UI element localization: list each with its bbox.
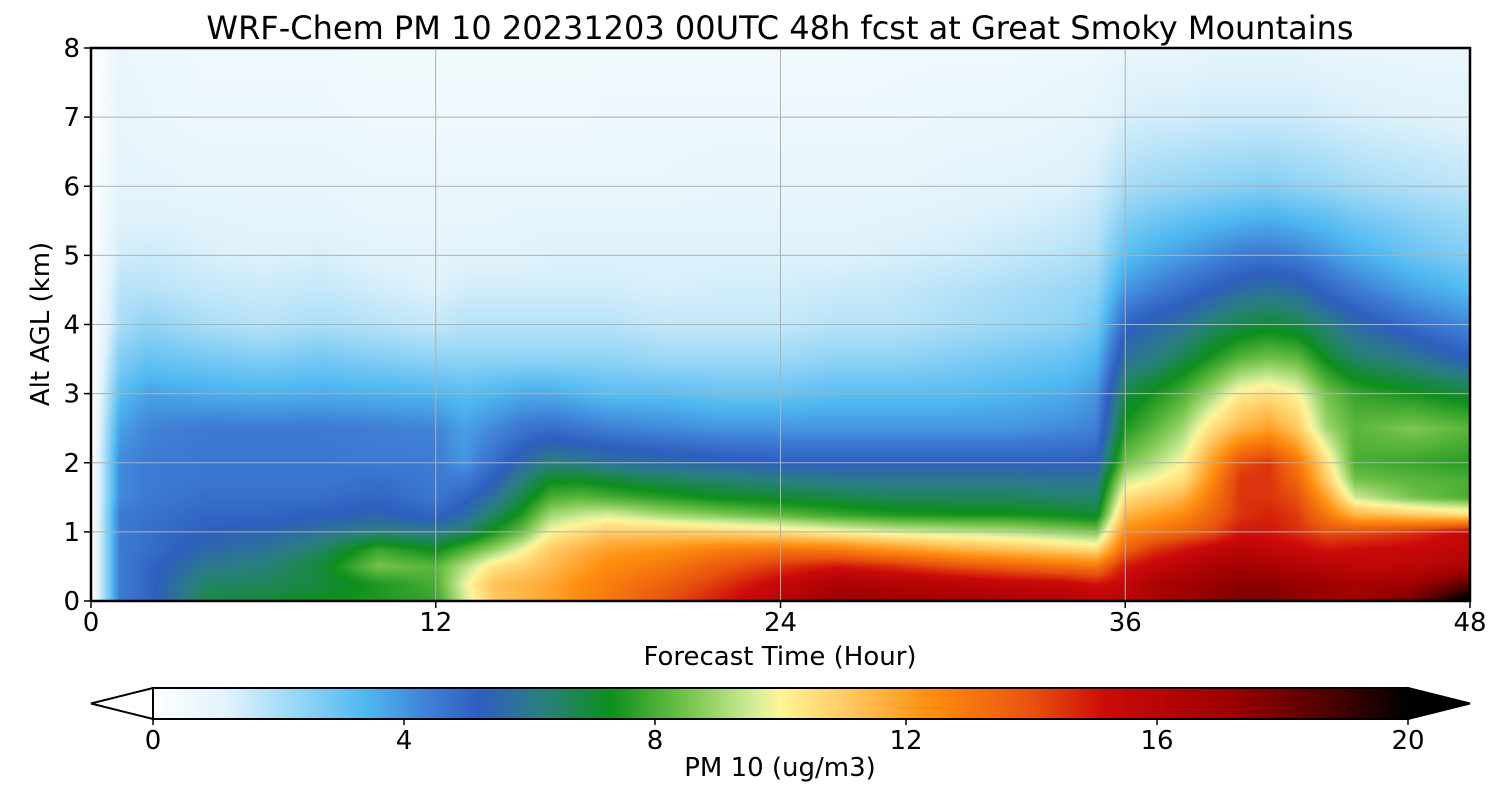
colorbar-over-arrow: [1407, 686, 1471, 721]
x-tick-label: 48: [1453, 608, 1486, 638]
y-tick-label: 0: [63, 587, 80, 617]
x-tick-label: 12: [419, 608, 452, 638]
x-axis-label: Forecast Time (Hour): [643, 642, 916, 672]
colorbar-tick-label: 12: [889, 726, 922, 756]
colorbar-label: PM 10 (ug/m3): [684, 753, 876, 783]
chart-title: WRF-Chem PM 10 20231203 00UTC 48h fcst a…: [206, 9, 1353, 47]
y-tick-label: 4: [63, 311, 80, 341]
y-tick-label: 7: [63, 103, 80, 133]
colorbar: 0 4 8 12 16 20 PM 10 (ug/m3): [90, 686, 1471, 783]
colorbar-tick-label: 20: [1391, 726, 1424, 756]
y-tick-label: 1: [63, 518, 80, 548]
y-axis-label: Alt AGL (km): [26, 242, 56, 406]
colorbar-frame: [152, 687, 1409, 720]
colorbar-under-arrow: [90, 686, 154, 721]
x-axis: 0 12 24 36 48: [83, 601, 1487, 638]
colorbar-tick-label: 0: [145, 726, 162, 756]
y-axis: 0 1 2 3 4 5 6 7 8: [63, 34, 91, 617]
y-tick-label: 2: [63, 449, 80, 479]
colorbar-tick-label: 16: [1140, 726, 1173, 756]
y-tick-label: 8: [63, 34, 80, 64]
x-tick-label: 24: [764, 608, 797, 638]
colorbar-tick-label: 4: [396, 726, 413, 756]
x-tick-label: 36: [1109, 608, 1142, 638]
colorbar-ticks: 0 4 8 12 16 20: [145, 719, 1425, 756]
y-tick-label: 6: [63, 172, 80, 202]
colorbar-tick-label: 8: [647, 726, 664, 756]
y-tick-label: 5: [63, 241, 80, 271]
x-tick-label: 0: [83, 608, 100, 638]
y-tick-label: 3: [63, 380, 80, 410]
colorbar-gradient: [153, 688, 1408, 719]
